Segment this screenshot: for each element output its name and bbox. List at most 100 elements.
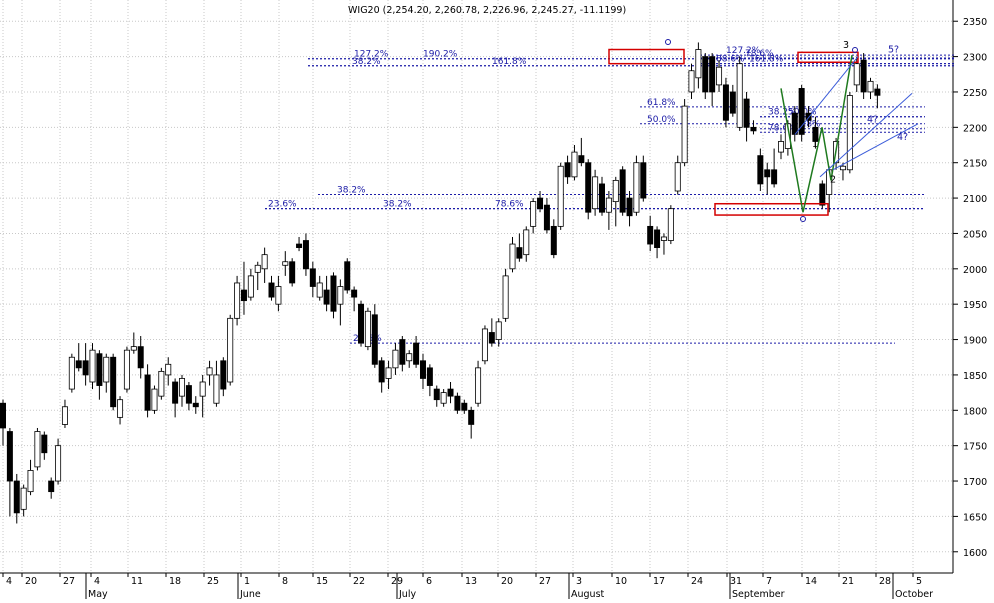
candle-body [640,162,647,199]
fib-label: 38.2% [337,186,366,196]
candle-body [392,349,399,369]
candle-body [247,275,254,298]
candle-body [578,155,585,164]
candle-body [874,88,881,96]
candle-body [179,378,186,397]
x-tick-label: 13 [465,576,477,587]
candle-body [137,346,144,369]
candle-body [316,282,323,298]
fib-label: 190.2% [423,50,458,60]
x-tick-label: 21 [842,576,854,587]
candle-body [302,240,309,270]
candle-body [729,91,736,114]
candle-body [378,360,385,383]
wave-label: 3 [843,40,849,51]
candle-body [199,381,206,397]
fib-label: 78.6% [768,123,797,133]
candle-body [702,56,709,93]
candle-body [27,470,34,493]
candle-body [117,399,124,418]
candle-body [626,197,633,217]
candle-body [34,431,41,468]
candle-body [399,339,406,365]
fib-label: 161.8% [492,57,527,67]
candle-body [330,275,337,312]
wave-label: 1 [812,139,818,150]
candle-body [406,353,413,362]
candle-body [55,445,62,482]
candle-body [206,367,213,376]
candle-body [791,112,798,135]
x-tick-label: 27 [63,576,75,587]
candle-body [130,346,137,351]
wave-pattern: 1 2 3 4? 5? 4? [665,39,919,222]
y-tick-label: 2200 [963,123,987,134]
candle-body [192,402,199,408]
x-tick-label: 5 [916,576,922,587]
candle-body [0,402,6,429]
candle-body [509,243,516,270]
candle-body [419,360,426,379]
x-tick-label: 22 [353,576,365,587]
candle-body [660,236,667,241]
candle-body [254,264,261,273]
candle-body [240,289,247,302]
x-tick-label: 20 [25,576,37,587]
y-tick-label: 1700 [963,477,987,488]
candle-body [716,66,723,86]
candle-body [158,370,165,397]
zone-box [714,202,829,216]
fib-label: 38.2% [383,200,412,210]
month-label: August [571,589,605,599]
x-tick-label: 28 [879,576,891,587]
candle-body [757,155,764,185]
candle-body [337,286,344,305]
candle-body [123,349,130,390]
zone-box [608,48,685,65]
candle-body [309,268,316,287]
candle-body [89,349,96,383]
candle-body [213,374,220,404]
fib-label: 127.2% [354,50,389,60]
candle-body [461,402,468,411]
x-tick-label: 25 [207,576,219,587]
candle-body [543,204,550,231]
y-tick-label: 1900 [963,336,987,347]
candle-body [619,169,626,213]
candle-body [585,162,592,213]
x-tick-label: 8 [282,576,288,587]
candle-body [681,105,688,164]
fib-label: 38.2% [768,108,797,118]
candle-body [268,282,275,298]
x-tick-label: 27 [539,576,551,587]
candle-body [344,261,351,291]
candle-body [495,321,502,340]
candle-body [6,431,13,482]
candle-body [605,197,612,213]
x-tick-label: 1 [244,576,250,587]
candle-body [846,95,853,171]
candle-body [68,356,75,390]
candle-body [227,317,234,383]
candle-body [778,141,785,153]
fib-label: 61.8% [792,120,821,130]
candle-body [750,126,757,132]
wave-label: 2 [830,175,836,186]
fib-label: 88.6% [716,55,745,65]
x-tick-label: 4 [6,576,12,587]
candle-body [736,63,743,128]
fib-label: 78.6% [495,200,524,210]
candle-body [447,388,454,397]
candle-body [358,303,365,344]
y-tick-label: 2000 [963,265,987,276]
pattern-line [780,55,853,213]
candle-body [481,328,488,362]
candle-body [82,360,89,376]
x-tick-label: 11 [131,576,143,587]
fib-label: 127.2% [726,46,761,56]
fib-label: 50.0% [647,115,676,125]
wave-label: 5? [888,44,899,55]
fib-label: 23.6% [268,200,297,210]
candle-body [867,80,874,93]
